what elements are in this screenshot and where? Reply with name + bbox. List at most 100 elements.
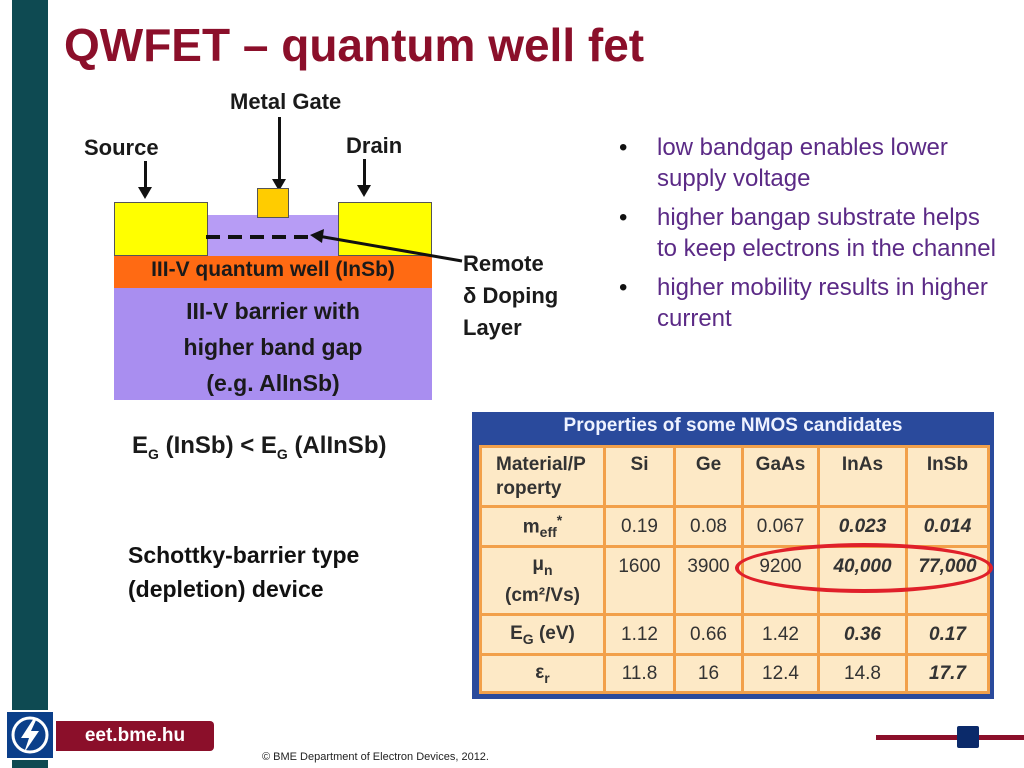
footer-tab: eet.bme.hu (56, 721, 214, 751)
barrier-layer (114, 285, 432, 400)
copyright: © BME Department of Electron Devices, 20… (262, 751, 489, 763)
eg-right: (AlInSb) (294, 432, 387, 459)
barrier-label: III-V barrier with higher band gap (e.g.… (114, 293, 432, 401)
table-cell: 0.014 (905, 505, 990, 548)
table-cell: 0.023 (817, 505, 908, 548)
bullet-text: higher bangap substrate helps to keep el… (657, 204, 996, 262)
eg-e1: E (132, 432, 149, 459)
row-header-mobility: μn (cm²/Vs) (479, 545, 606, 616)
table-cell: 0.66 (673, 613, 744, 656)
drain-label: Drain (346, 133, 403, 158)
bullet-dot: • (619, 134, 628, 161)
doping-layer-lines (206, 229, 463, 263)
table-cell: 11.8 (603, 653, 676, 694)
table-cell: 1.42 (741, 613, 820, 656)
source-arrow (138, 161, 152, 199)
table-cell: 14.8 (817, 653, 908, 694)
header-cell: Si (603, 445, 676, 508)
deco-line-left (876, 735, 958, 740)
row-label-main: ε (535, 661, 545, 683)
bme-logo (5, 710, 55, 760)
remote-doping-arrow (317, 234, 463, 263)
bullet-text: higher mobility results in higher curren… (657, 274, 988, 332)
table-row: meff* 0.19 0.08 0.067 0.023 0.014 (479, 505, 990, 548)
metal-gate (257, 188, 289, 218)
barrier-label-line2: higher band gap (183, 334, 363, 360)
source-label: Source (84, 135, 159, 160)
remote-doping-label: Remote δ Doping Layer (463, 248, 558, 344)
table-cell: 0.17 (905, 613, 990, 656)
row-label-main: E (510, 622, 523, 644)
row-label-sub: r (544, 669, 550, 686)
qwfet-diagram: Metal Gate Source Drain III-V quantum we… (70, 85, 590, 475)
deco-square (957, 726, 979, 748)
barrier-label-line3: (e.g. AlInSb) (206, 370, 340, 396)
row-header-permittivity: εr (479, 653, 606, 694)
row-label-sub: n (544, 561, 553, 578)
table-row: εr 11.8 16 12.4 14.8 17.7 (479, 653, 990, 694)
table-cell: 1600 (603, 545, 676, 616)
bandgap-comparison: EG (InSb) < EG (AlInSb) (132, 432, 386, 462)
properties-table: Material/P roperty Si Ge GaAs InAs InSb … (479, 445, 990, 694)
table-cell: 0.08 (673, 505, 744, 548)
sidebar-bar (12, 0, 48, 768)
bullet-list: • low bandgap enables lower supply voltag… (617, 132, 997, 342)
drain-arrow (357, 159, 371, 197)
eg-sub2: G (276, 445, 288, 462)
remote-label-line3: Layer (463, 315, 522, 340)
bullet-item: • higher bangap substrate helps to keep e… (617, 202, 997, 264)
header-cell: GaAs (741, 445, 820, 508)
header-cell: InSb (905, 445, 990, 508)
bullet-text: low bandgap enables lower supply voltage (657, 134, 948, 192)
table-cell: 16 (673, 653, 744, 694)
remote-doping-arrowhead (310, 229, 324, 243)
row-header-bandgap: EG (eV) (479, 613, 606, 656)
eg-left: (InSb) < E (165, 432, 277, 459)
row-label-main: m (522, 516, 540, 538)
lightning-icon (11, 716, 49, 754)
metal-gate-label: Metal Gate (230, 89, 342, 114)
table-cell: 77,000 (905, 545, 990, 616)
row-label-sup: * (556, 512, 563, 529)
bullet-item: • higher mobility results in higher curre… (617, 272, 997, 334)
table-header-row: Material/P roperty Si Ge GaAs InAs InSb (479, 445, 990, 508)
table-title: Properties of some NMOS candidates (563, 415, 903, 436)
properties-table-panel: Properties of some NMOS candidates Mater… (472, 412, 994, 699)
table-cell: 0.36 (817, 613, 908, 656)
table-cell: 0.19 (603, 505, 676, 548)
table-cell: 3900 (673, 545, 744, 616)
table-cell: 1.12 (603, 613, 676, 656)
table-row: EG (eV) 1.12 0.66 1.42 0.36 0.17 (479, 613, 990, 656)
deco-line-right (978, 735, 1024, 740)
table-cell: 12.4 (741, 653, 820, 694)
row-header-meff: meff* (479, 505, 606, 548)
row-label-tail: (cm²/Vs) (505, 584, 580, 606)
slide-title: QWFET – quantum well fet (64, 19, 645, 71)
table-cell: 17.7 (905, 653, 990, 694)
quantum-well-label: III-V quantum well (InSb) (151, 258, 395, 281)
device-note: Schottky-barrier type (depletion) device (128, 538, 359, 606)
bullet-dot: • (619, 204, 628, 231)
table-row: μn (cm²/Vs) 1600 3900 9200 40,000 77,000 (479, 545, 990, 616)
eg-sub1: G (148, 445, 159, 462)
footer-url[interactable]: eet.bme.hu (84, 725, 186, 746)
header-cell: Ge (673, 445, 744, 508)
bullet-dot: • (619, 274, 628, 301)
table-cell: 0.067 (741, 505, 820, 548)
header-cell: InAs (817, 445, 908, 508)
table-cell: 40,000 (817, 545, 908, 616)
header-cell: Material/P roperty (479, 445, 606, 508)
device-note-line2: (depletion) device (128, 576, 324, 602)
device-note-line1: Schottky-barrier type (128, 542, 360, 568)
remote-label-line1: Remote (463, 251, 544, 276)
row-label-sub: eff (539, 524, 557, 541)
row-label-tail: (eV) (533, 622, 575, 644)
table-cell: 9200 (741, 545, 820, 616)
remote-label-line2: δ Doping (463, 283, 559, 308)
row-label-main: μ (532, 554, 545, 576)
quantum-well-layer (114, 256, 432, 288)
bullet-item: • low bandgap enables lower supply voltag… (617, 132, 997, 194)
barrier-label-line1: III-V barrier with (186, 298, 360, 324)
row-label-sub: G (522, 630, 534, 647)
source-contact (114, 202, 208, 256)
